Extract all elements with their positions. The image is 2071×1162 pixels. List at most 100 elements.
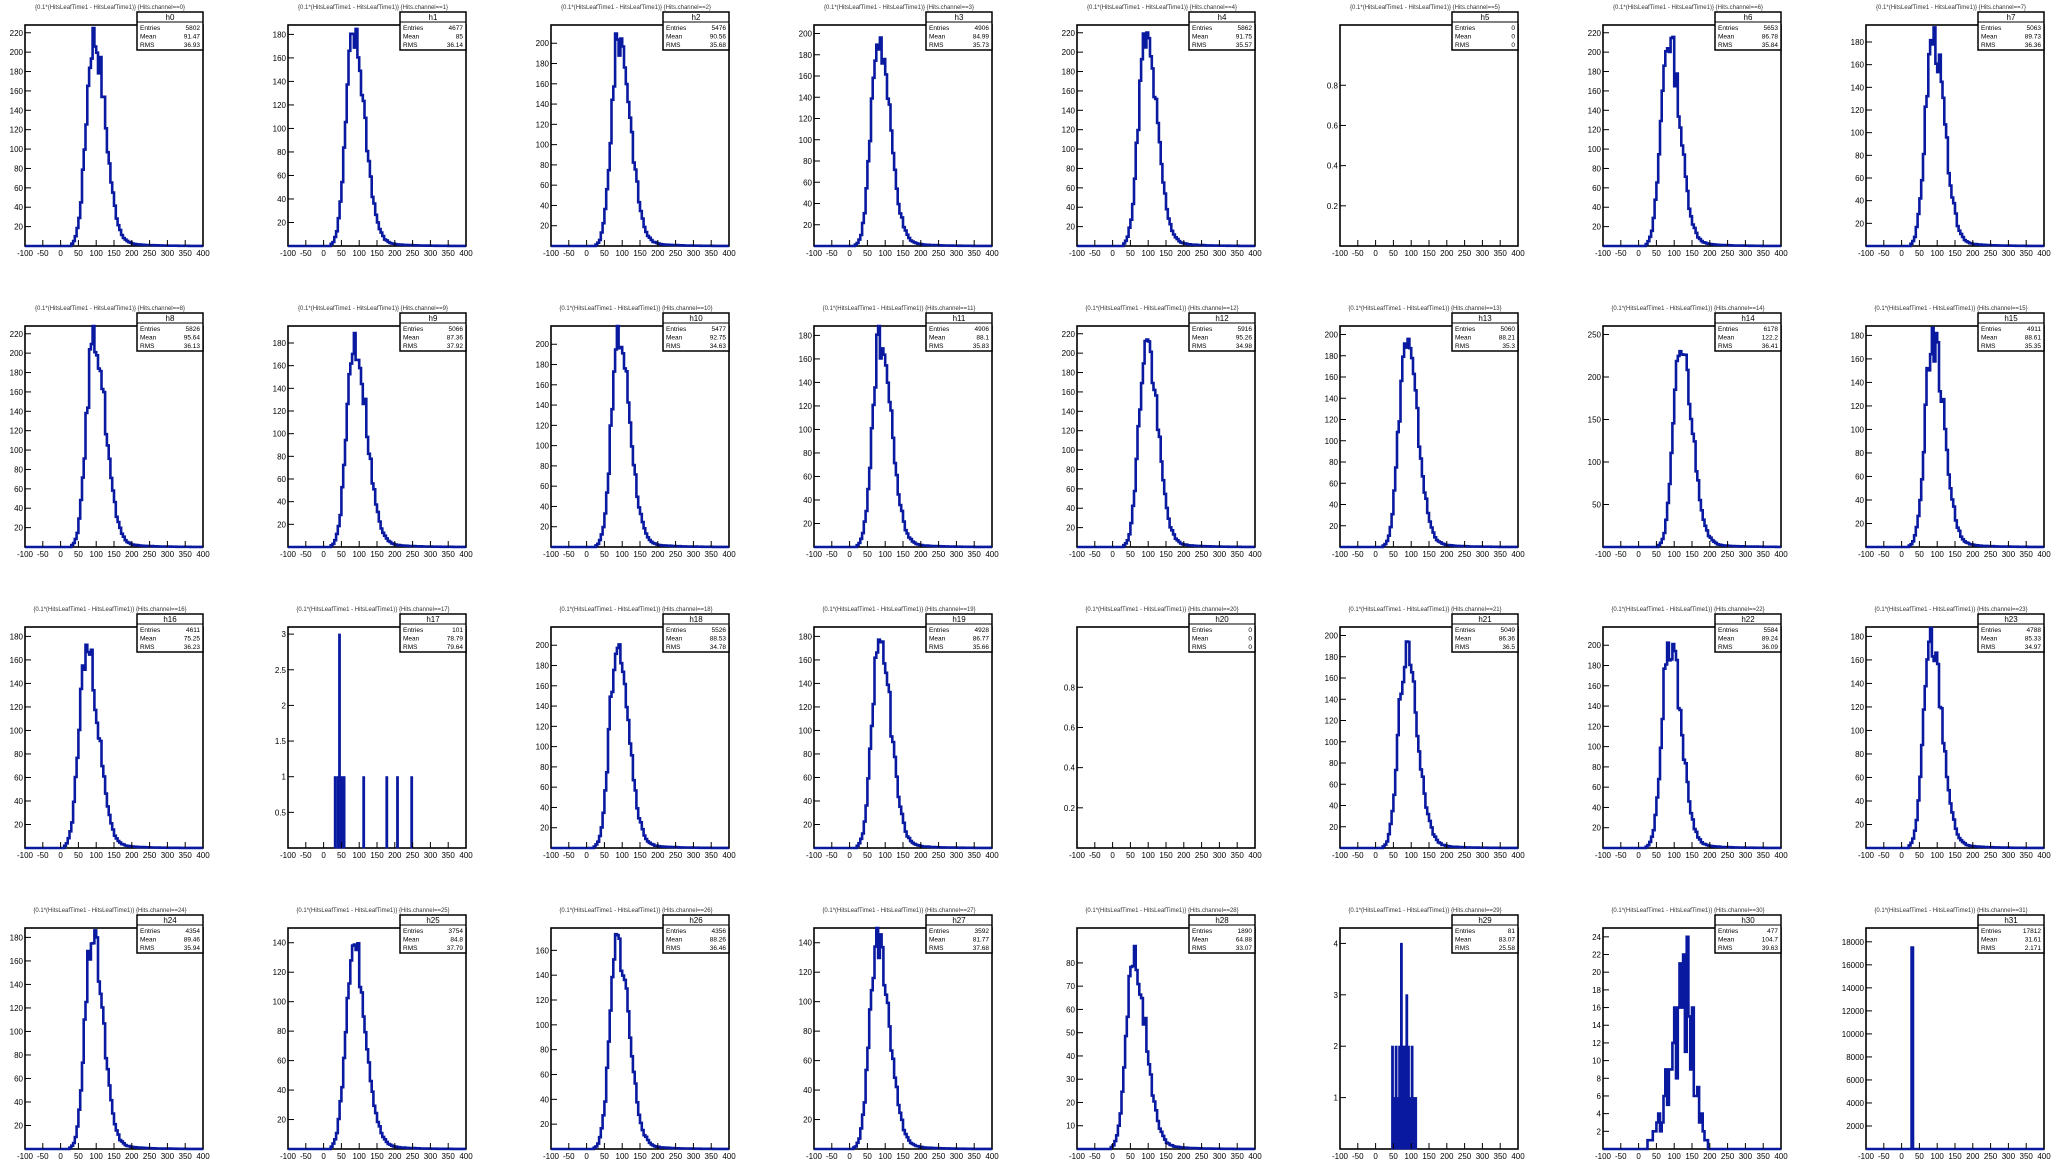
y-tick-label: 40 bbox=[540, 502, 549, 511]
x-tick-label: 0 bbox=[1899, 1152, 1904, 1161]
x-tick-label: 350 bbox=[442, 550, 456, 559]
stats-value-rms: 25.58 bbox=[1499, 945, 1516, 952]
y-tick-label: 100 bbox=[1588, 145, 1602, 154]
y-tick-label: 180 bbox=[799, 632, 813, 641]
y-tick-label: 10 bbox=[1592, 1057, 1601, 1066]
plot-frame bbox=[813, 24, 993, 247]
histogram-panel-h7: {0.1*(HitsLeafTime1 - HitsLeafTime1)} {H… bbox=[1851, 5, 2052, 258]
panel-title: {0.1*(HitsLeafTime1 - HitsLeafTime1)} {H… bbox=[1611, 908, 1764, 914]
panel-title: {0.1*(HitsLeafTime1 - HitsLeafTime1)} {H… bbox=[296, 607, 449, 613]
y-tick-label: 40 bbox=[1066, 504, 1075, 513]
x-tick-label: 200 bbox=[125, 550, 139, 559]
stats-label-mean: Mean bbox=[140, 335, 157, 342]
y-tick-label: 220 bbox=[1588, 29, 1602, 38]
y-tick-label: 160 bbox=[10, 87, 24, 96]
y-tick-label: 160 bbox=[273, 362, 287, 371]
y-tick-label: 1 bbox=[282, 773, 287, 782]
x-tick-label: -50 bbox=[563, 851, 575, 860]
x-tick-label: 150 bbox=[896, 249, 910, 258]
y-tick-label: 60 bbox=[277, 475, 286, 484]
x-tick-label: 250 bbox=[1195, 1152, 1209, 1161]
x-tick-label: 150 bbox=[1948, 249, 1962, 258]
x-tick-label: 250 bbox=[1458, 550, 1472, 559]
x-tick-label: 100 bbox=[90, 1152, 104, 1161]
x-tick-label: -50 bbox=[300, 550, 312, 559]
x-tick-label: 150 bbox=[370, 851, 384, 860]
y-tick-label: 140 bbox=[799, 939, 813, 948]
stats-value-rms: 36.09 bbox=[1762, 644, 1779, 651]
stats-label-entries: Entries bbox=[666, 326, 687, 333]
x-tick-label: -100 bbox=[280, 550, 297, 559]
stats-label-entries: Entries bbox=[140, 25, 161, 32]
stats-box: h6 Entries 5653 Mean 86.78 RMS 35.84 bbox=[1714, 11, 1782, 51]
stats-value-entries: 4356 bbox=[712, 928, 727, 935]
stats-value-entries: 3754 bbox=[449, 928, 464, 935]
y-tick-label: 0.4 bbox=[1064, 764, 1076, 773]
x-tick-label: 150 bbox=[1422, 550, 1436, 559]
y-tick-label: 40 bbox=[277, 498, 286, 507]
y-tick-label: 4 bbox=[1334, 939, 1339, 948]
y-tick-label: 120 bbox=[536, 996, 550, 1005]
stats-value-entries: 4911 bbox=[2027, 326, 2041, 333]
x-tick-label: -100 bbox=[1858, 851, 1875, 860]
stats-value-entries: 4906 bbox=[975, 326, 990, 333]
y-tick-label: 140 bbox=[1851, 679, 1865, 688]
y-tick-label: 220 bbox=[1062, 29, 1076, 38]
y-tick-label: 40 bbox=[1592, 203, 1601, 212]
stats-value-entries: 5916 bbox=[1238, 326, 1253, 333]
stats-label-entries: Entries bbox=[1718, 326, 1739, 333]
x-tick-label: 200 bbox=[651, 1152, 665, 1161]
histogram-bin bbox=[396, 776, 399, 849]
panel-title: {0.1*(HitsLeafTime1 - HitsLeafTime1)} {H… bbox=[824, 5, 974, 11]
y-tick-label: 120 bbox=[273, 968, 287, 977]
y-tick-label: 18 bbox=[1592, 986, 1601, 995]
stats-box: h4 Entries 5862 Mean 91.75 RMS 35.57 bbox=[1188, 11, 1256, 51]
x-tick-label: 0 bbox=[1899, 851, 1904, 860]
x-tick-label: 350 bbox=[179, 249, 193, 258]
y-tick-label: 20 bbox=[14, 223, 23, 232]
stats-value-mean: 84.8 bbox=[450, 937, 463, 944]
plot-frame bbox=[287, 325, 467, 548]
x-tick-label: -50 bbox=[1352, 550, 1364, 559]
stats-value-mean: 0 bbox=[1511, 34, 1515, 41]
stats-value-entries: 0 bbox=[1248, 627, 1252, 634]
y-tick-label: 100 bbox=[536, 442, 550, 451]
x-tick-label: 100 bbox=[879, 1152, 893, 1161]
x-tick-label: -50 bbox=[1089, 1152, 1101, 1161]
y-tick-label: 1.5 bbox=[275, 737, 287, 746]
y-tick-label: 20 bbox=[540, 222, 549, 231]
x-tick-label: -50 bbox=[1615, 550, 1627, 559]
y-tick-label: 14 bbox=[1592, 1021, 1601, 1030]
x-tick-label: 200 bbox=[125, 249, 139, 258]
x-tick-label: 0 bbox=[584, 249, 589, 258]
stats-label-mean: Mean bbox=[1718, 335, 1735, 342]
x-tick-label: 250 bbox=[932, 249, 946, 258]
x-tick-label: -50 bbox=[563, 550, 575, 559]
stats-name: h8 bbox=[166, 314, 175, 323]
stats-label-rms: RMS bbox=[666, 945, 681, 952]
y-tick-label: 80 bbox=[1066, 465, 1075, 474]
histogram-panel-h24: {0.1*(HitsLeafTime1 - HitsLeafTime1)} {H… bbox=[10, 908, 211, 1161]
y-tick-label: 80 bbox=[1855, 151, 1864, 160]
stats-name: h6 bbox=[1744, 13, 1753, 22]
x-tick-label: 0 bbox=[1110, 550, 1115, 559]
x-tick-label: 0 bbox=[1899, 249, 1904, 258]
y-tick-label: 70 bbox=[1066, 982, 1075, 991]
x-tick-label: 300 bbox=[1213, 550, 1227, 559]
y-tick-label: 200 bbox=[10, 48, 24, 57]
y-tick-label: 0.4 bbox=[1327, 162, 1339, 171]
stats-label-rms: RMS bbox=[140, 945, 155, 952]
y-tick-label: 140 bbox=[1851, 83, 1865, 92]
x-tick-label: 0 bbox=[1636, 550, 1641, 559]
stats-value-entries: 0 bbox=[1511, 25, 1515, 32]
y-tick-label: 120 bbox=[10, 126, 24, 135]
y-tick-label: 20 bbox=[803, 1116, 812, 1125]
histogram-bin bbox=[342, 776, 346, 849]
histogram-panel-h2: {0.1*(HitsLeafTime1 - HitsLeafTime1)} {H… bbox=[536, 5, 737, 258]
plot-frame bbox=[1076, 927, 1256, 1150]
stats-value-mean: 88.1 bbox=[976, 335, 989, 342]
histogram-bin bbox=[1414, 1097, 1418, 1150]
histogram-panel-h22: {0.1*(HitsLeafTime1 - HitsLeafTime1)} {H… bbox=[1588, 607, 1789, 860]
plot-frame bbox=[550, 626, 730, 849]
stats-label-rms: RMS bbox=[1455, 945, 1470, 952]
